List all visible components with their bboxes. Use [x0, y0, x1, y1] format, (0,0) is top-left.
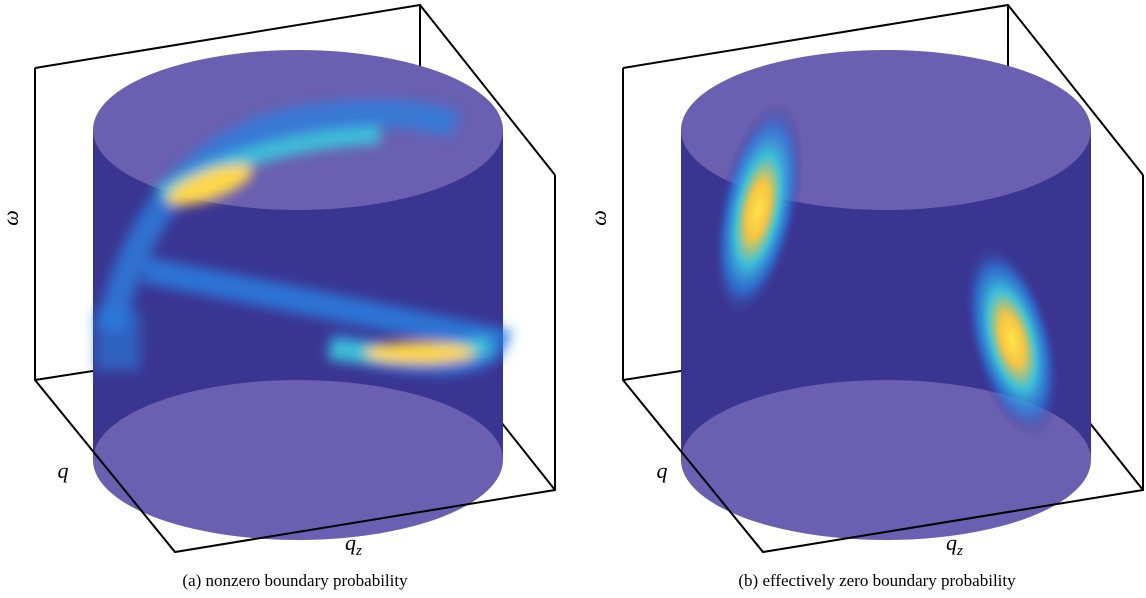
axis-label-omega: ω [586, 210, 611, 226]
figure: ω q qz (a) nonzero boundary probability … [0, 0, 1146, 598]
cylinder [623, 5, 1143, 540]
panel-a: ω q qz (a) nonzero boundary probability [0, 5, 555, 590]
panel-b: ω q qz (b) effectively zero boundary pro… [586, 5, 1143, 590]
axis-label-q: q [657, 458, 668, 483]
axis-label-q: q [58, 458, 69, 483]
caption: (b) effectively zero boundary probabilit… [738, 571, 1016, 590]
axis-label-omega: ω [0, 210, 23, 226]
caption: (a) nonzero boundary probability [182, 571, 408, 590]
